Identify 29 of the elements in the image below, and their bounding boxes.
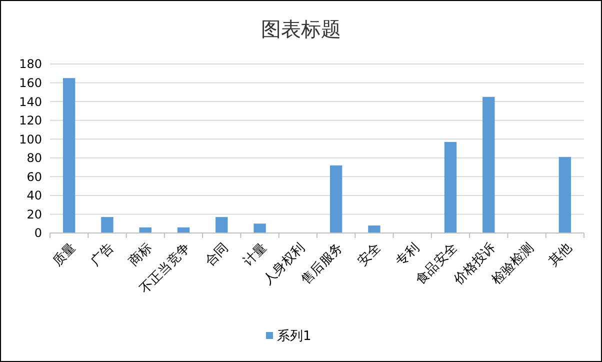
x-tick-label: 专利 xyxy=(393,240,422,270)
bar xyxy=(101,217,114,233)
x-tick-label: 计量 xyxy=(240,240,270,270)
bar xyxy=(482,96,495,233)
bar xyxy=(254,224,266,233)
bar xyxy=(444,142,457,233)
legend-label: 系列1 xyxy=(277,329,312,344)
x-tick-label: 广告 xyxy=(88,240,118,270)
y-tick-label: 80 xyxy=(26,151,42,166)
bar xyxy=(62,78,76,233)
x-tick-label: 其他 xyxy=(546,240,575,270)
y-tick-label: 180 xyxy=(19,57,42,72)
x-tick-label: 质量 xyxy=(50,240,80,270)
chart-title: 图表标题 xyxy=(261,17,341,41)
y-tick-label: 140 xyxy=(19,94,42,109)
bar xyxy=(216,217,228,233)
y-tick-label: 20 xyxy=(26,207,42,222)
x-tick-label: 安全 xyxy=(354,240,384,270)
bar xyxy=(558,156,572,233)
y-tick-label: 60 xyxy=(26,170,42,184)
y-tick-label: 160 xyxy=(19,76,42,90)
x-tick-label: 商标 xyxy=(126,240,156,270)
y-tick-label: 40 xyxy=(26,188,42,203)
y-tick-label: 0 xyxy=(34,226,42,240)
x-tick-label: 合同 xyxy=(202,240,232,270)
y-tick-label: 120 xyxy=(19,114,42,128)
y-tick-label: 100 xyxy=(19,132,42,146)
bar xyxy=(330,165,342,233)
bar xyxy=(368,225,380,233)
